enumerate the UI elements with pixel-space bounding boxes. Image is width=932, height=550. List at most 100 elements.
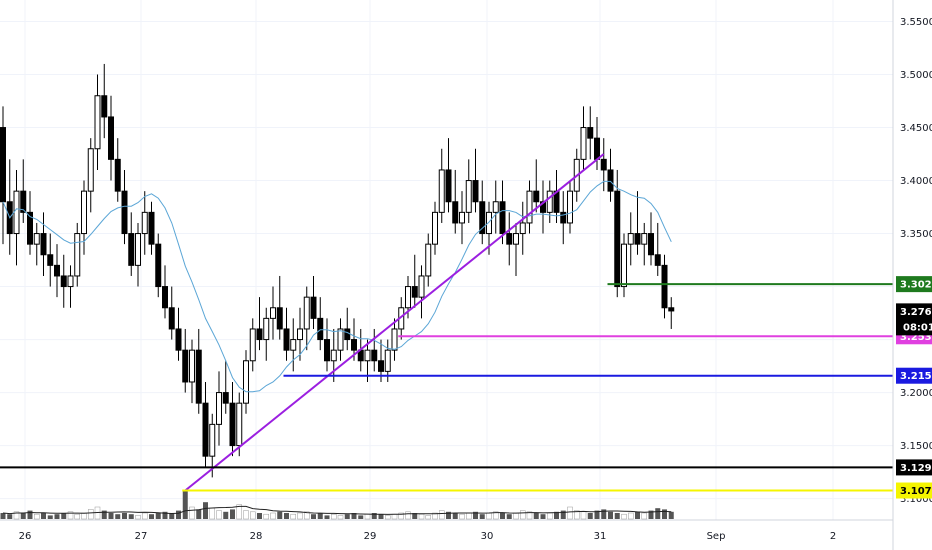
candle-body	[243, 360, 249, 404]
volume-bar	[311, 514, 316, 519]
candle-body	[344, 328, 351, 341]
candle-body	[526, 190, 533, 224]
candle-body	[249, 328, 256, 362]
volume-bar	[452, 513, 458, 519]
volume-bar	[439, 510, 445, 520]
candle-body	[108, 116, 114, 160]
volume-bar	[351, 513, 357, 519]
volume-bar	[216, 510, 222, 520]
price-tick-label: 3.5000	[900, 70, 932, 81]
time-tick-label: 29	[364, 531, 377, 542]
candle-body	[189, 349, 195, 383]
volume-bar	[432, 512, 438, 520]
candle-body	[506, 233, 513, 245]
volume-bar	[331, 513, 337, 520]
volume-bar	[27, 510, 33, 519]
volume-bar	[635, 511, 640, 519]
candle-body	[378, 360, 384, 372]
candle-body	[20, 190, 27, 213]
candle-body	[452, 201, 459, 224]
volume-bar	[176, 510, 181, 519]
volume-bar	[473, 511, 478, 519]
candle-body	[202, 402, 209, 457]
volume-bar	[378, 514, 384, 519]
volume-bar	[405, 511, 411, 520]
candle-body	[67, 275, 74, 288]
volume-bar	[574, 510, 580, 520]
price-line-label-bg	[896, 459, 932, 476]
candle-body	[661, 264, 668, 309]
candle-body	[479, 201, 486, 235]
volume-bar	[149, 514, 154, 519]
candle-body	[364, 349, 371, 362]
volume-bar	[284, 513, 289, 519]
time-tick-label: 28	[250, 531, 263, 542]
volume-bar	[209, 507, 215, 520]
candle-body	[182, 349, 189, 383]
candle-body	[607, 169, 614, 192]
volume-bar	[81, 512, 87, 520]
candle-body	[634, 233, 641, 245]
volume-series	[0, 490, 674, 520]
volume-bar	[290, 513, 296, 520]
candle-body	[74, 233, 81, 277]
volume-bar	[344, 514, 350, 519]
price-line-label: 3.2159	[900, 371, 932, 382]
candle-body	[216, 392, 222, 425]
volume-bar	[358, 515, 364, 519]
volume-bar	[34, 513, 40, 520]
candle-body	[13, 190, 20, 235]
candle-body	[135, 233, 141, 266]
candle-body	[411, 286, 418, 298]
candle-body	[209, 423, 216, 457]
volume-bar	[88, 509, 94, 520]
volume-bar	[236, 504, 242, 520]
volume-bar	[662, 509, 667, 519]
current-price-badge-bg	[896, 303, 932, 336]
candle-body	[499, 201, 506, 235]
candle-body	[330, 349, 337, 362]
volume-bar	[641, 512, 647, 520]
volume-bar	[108, 513, 114, 519]
volume-bar	[13, 511, 20, 520]
volume-bar	[547, 512, 553, 520]
candle-body	[337, 328, 344, 351]
candle-body	[141, 211, 148, 235]
volume-bar	[203, 502, 208, 519]
volume-bar	[601, 509, 607, 519]
volume-bar	[128, 514, 134, 519]
candle-body	[27, 211, 33, 245]
candle-body	[276, 307, 283, 330]
candle-body	[229, 402, 236, 447]
candle-body	[587, 127, 594, 139]
candle-body	[425, 243, 432, 277]
volume-bar	[297, 512, 303, 520]
volume-bar	[67, 511, 74, 520]
volume-bar	[189, 506, 195, 520]
time-axis[interactable]: 26 27 28 29 30 31 Sep 2	[19, 531, 837, 542]
bar-countdown-label: 08:01	[903, 322, 932, 333]
volume-bar	[304, 511, 310, 520]
time-tick-label: 27	[135, 531, 148, 542]
price-tick-label: 3.4500	[900, 123, 932, 134]
volume-bar	[412, 513, 418, 519]
candle-body	[60, 275, 67, 288]
volume-bar	[74, 513, 80, 520]
volume-bar	[122, 513, 127, 519]
candle-body	[0, 127, 6, 203]
volume-bar	[230, 509, 235, 519]
candle-body	[384, 349, 391, 372]
candle-body	[121, 190, 128, 235]
candle-body	[290, 339, 297, 351]
candle-body	[614, 190, 621, 288]
candle-body	[486, 211, 492, 235]
volume-bar	[41, 513, 46, 519]
volume-bar	[493, 511, 499, 520]
candle-body	[148, 211, 155, 245]
volume-bar	[7, 514, 13, 519]
candle-body	[560, 211, 567, 224]
volume-bar	[560, 510, 566, 519]
time-tick-label: Sep	[707, 531, 726, 542]
